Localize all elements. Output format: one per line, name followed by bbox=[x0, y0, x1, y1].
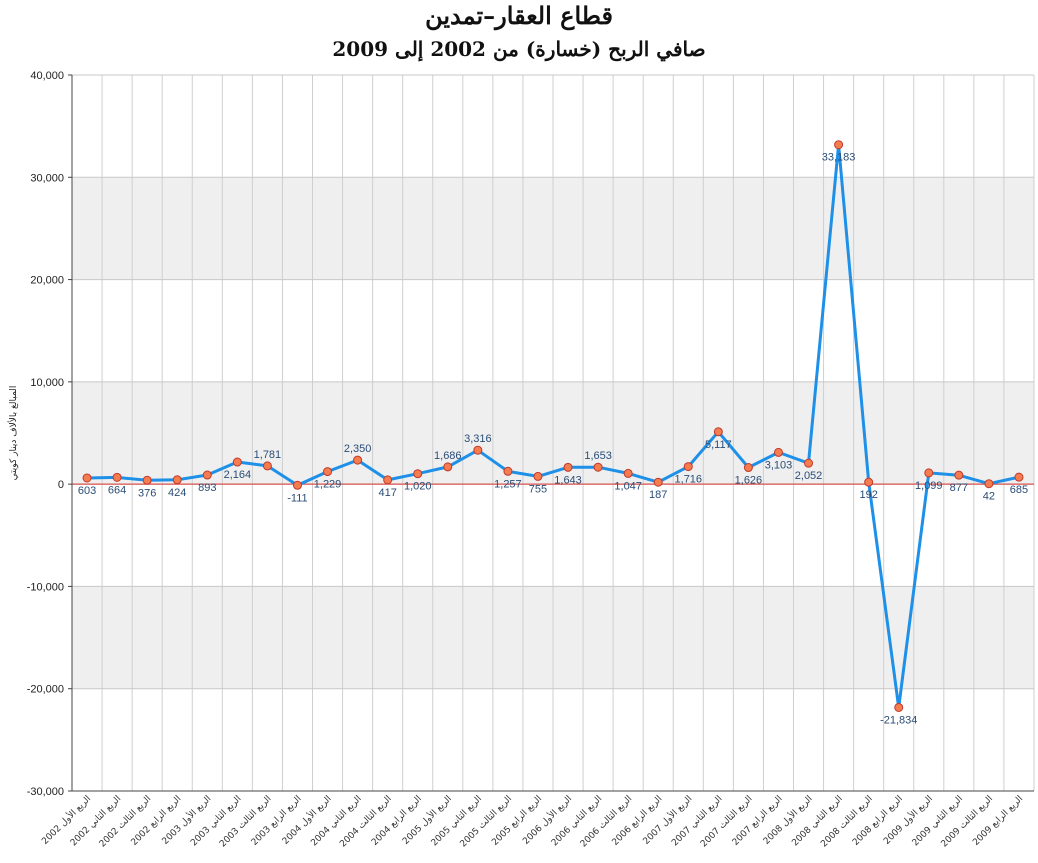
data-label: 376 bbox=[138, 487, 156, 499]
data-label: 42 bbox=[983, 491, 995, 503]
data-point bbox=[713, 427, 723, 437]
data-point bbox=[82, 473, 92, 483]
data-label: 5,117 bbox=[705, 439, 732, 451]
data-label: 33,183 bbox=[822, 152, 856, 164]
data-label: 1,047 bbox=[614, 480, 642, 492]
data-point bbox=[683, 462, 693, 472]
data-point bbox=[292, 480, 302, 490]
y-axis-title: المبالغ بالألاف دينار كويتي bbox=[7, 386, 19, 481]
data-label: 893 bbox=[198, 482, 216, 494]
data-point bbox=[653, 477, 663, 487]
data-point bbox=[503, 466, 513, 476]
data-label: 2,350 bbox=[344, 443, 372, 455]
data-point bbox=[533, 471, 543, 481]
data-label: -111 bbox=[287, 492, 307, 504]
data-point bbox=[142, 475, 152, 485]
data-label: 424 bbox=[168, 487, 186, 499]
data-label: 1,626 bbox=[735, 475, 763, 487]
data-point-markers bbox=[82, 140, 1024, 712]
data-point bbox=[172, 475, 182, 485]
data-label: 1,653 bbox=[584, 450, 612, 462]
data-label: 187 bbox=[649, 489, 667, 501]
data-point bbox=[593, 462, 603, 472]
y-tick-label: 10,000 bbox=[30, 377, 64, 389]
data-point bbox=[112, 472, 122, 482]
data-point bbox=[984, 479, 994, 489]
x-tick-label: الربع الثالث 2003 bbox=[218, 794, 273, 849]
data-label: 3,103 bbox=[765, 459, 793, 471]
x-tick-label: الربع الثالث 2008 bbox=[819, 794, 874, 849]
y-tick-label: 30,000 bbox=[30, 172, 64, 184]
y-tick-label: -20,000 bbox=[27, 684, 64, 696]
data-point bbox=[262, 461, 272, 471]
data-point bbox=[413, 469, 423, 479]
data-label: 877 bbox=[950, 482, 968, 494]
data-label: 664 bbox=[108, 484, 126, 496]
chart-title: قطاع العقار–تمدين bbox=[425, 1, 613, 30]
data-point bbox=[773, 447, 783, 457]
x-tick-label: الربع الثالث 2004 bbox=[338, 794, 393, 849]
vertical-gridlines bbox=[71, 75, 1035, 791]
data-point bbox=[443, 462, 453, 472]
data-label: 755 bbox=[529, 483, 547, 495]
data-point bbox=[473, 445, 483, 455]
data-label: 1,686 bbox=[434, 450, 462, 462]
data-point bbox=[864, 477, 874, 487]
x-tick-label: الربع الثالث 2009 bbox=[940, 794, 995, 849]
data-label: 1,229 bbox=[314, 479, 342, 491]
data-point bbox=[743, 463, 753, 473]
data-label: 417 bbox=[378, 487, 396, 499]
y-axis-tick-labels: -30,000 -20,000 -10,000 0 10,000 20,000 30,000… bbox=[27, 70, 72, 798]
data-label: 1,099 bbox=[915, 480, 943, 492]
data-point bbox=[834, 140, 844, 150]
data-label: 1,257 bbox=[494, 478, 522, 490]
data-label: 1,643 bbox=[554, 474, 582, 486]
data-point bbox=[804, 458, 814, 468]
x-tick-label: الربع الثالث 2002 bbox=[98, 794, 153, 849]
data-label: 603 bbox=[78, 485, 96, 497]
y-tick-label: 40,000 bbox=[30, 70, 64, 82]
data-label: 1,716 bbox=[675, 474, 703, 486]
data-point bbox=[232, 457, 242, 467]
data-label: 3,316 bbox=[464, 433, 492, 445]
chart-subtitle: صافي الربح (خسارة) من 2002 إلى 2009 bbox=[332, 37, 706, 61]
data-label: 685 bbox=[1010, 484, 1028, 496]
data-point bbox=[383, 475, 393, 485]
y-tick-label: -30,000 bbox=[27, 786, 64, 798]
y-tick-label: -10,000 bbox=[27, 581, 64, 593]
data-point bbox=[623, 468, 633, 478]
data-label: 192 bbox=[859, 489, 877, 501]
data-point bbox=[894, 702, 904, 712]
data-point bbox=[202, 470, 212, 480]
y-tick-label: 0 bbox=[58, 479, 64, 491]
data-point bbox=[1014, 472, 1024, 482]
x-tick-label: الربع الثالث 2005 bbox=[459, 794, 514, 849]
data-label: 2,052 bbox=[795, 470, 823, 482]
data-label: 1,020 bbox=[404, 481, 432, 493]
data-label: -21,834 bbox=[880, 714, 917, 726]
y-tick-label: 20,000 bbox=[30, 275, 64, 287]
axes bbox=[71, 75, 1034, 792]
x-tick-label: الربع الثالث 2007 bbox=[699, 794, 754, 849]
data-point bbox=[323, 467, 333, 477]
data-point bbox=[954, 470, 964, 480]
data-point bbox=[353, 455, 363, 465]
data-point bbox=[924, 468, 934, 478]
data-point bbox=[563, 462, 573, 472]
x-tick-label: الربع الثالث 2006 bbox=[579, 794, 634, 849]
data-label: 2,164 bbox=[224, 469, 252, 481]
series-line bbox=[86, 143, 1020, 709]
data-label: 1,781 bbox=[254, 449, 282, 461]
